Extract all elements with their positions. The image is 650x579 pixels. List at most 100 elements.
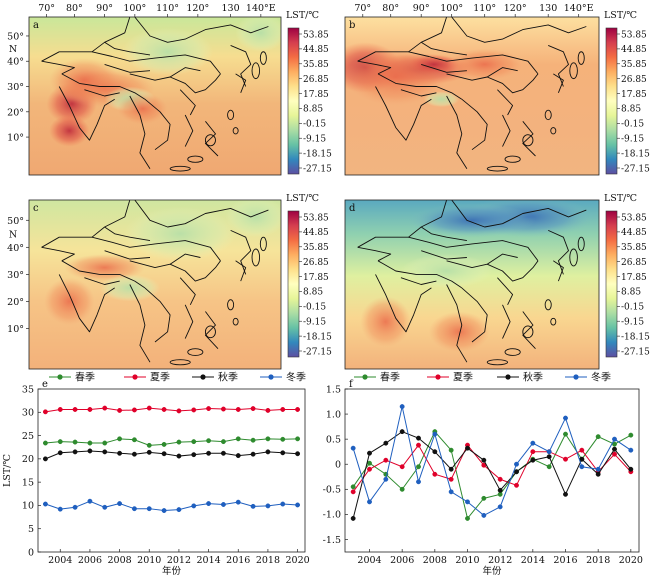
map-island	[169, 359, 191, 366]
lon-tick-label: 120°	[504, 3, 527, 14]
legend-item: 秋季	[497, 371, 543, 384]
lat-tick-label: 40°	[7, 57, 24, 68]
map-heat-region	[408, 203, 536, 238]
colorbar-tick-label: -0.15	[303, 120, 326, 130]
x-tick-label: 2006	[390, 555, 414, 566]
data-point	[563, 456, 568, 462]
map-boundary-line	[357, 60, 392, 75]
legend-label: 夏季	[150, 372, 170, 384]
series-line	[352, 431, 632, 519]
map-boundary-line	[204, 121, 219, 157]
legend-item: 夏季	[427, 372, 473, 384]
data-point	[146, 442, 152, 448]
data-point	[42, 501, 48, 507]
map-heat-region	[360, 296, 412, 348]
legend-label: 秋季	[523, 371, 543, 384]
colorbar-d: LST/℃ 53.85 44.85 35.85 26.85 17.85 8.85 -0.15 -…	[604, 193, 650, 358]
colorbar-tick-label: 53.85	[303, 213, 329, 223]
map-boundary-line	[502, 114, 511, 147]
map-heat-layer	[46, 17, 281, 147]
data-point	[146, 405, 152, 411]
data-point	[161, 407, 167, 412]
colorbar-a: LST/℃ 53.85 44.85 35.85 26.85 17.85 8.85 -0.15 -…	[286, 10, 332, 174]
data-point	[579, 464, 585, 470]
map-boundary-line	[451, 200, 587, 228]
data-point	[72, 449, 78, 455]
lon-tick-label: 80°	[382, 3, 399, 14]
colorbar-tick-label: 17.85	[621, 273, 647, 283]
colorbar-tick-label: -0.15	[621, 120, 644, 130]
data-point	[497, 476, 503, 482]
data-point	[514, 469, 519, 475]
lat-tick-label: 10°	[7, 324, 24, 335]
map-boundaries	[357, 17, 587, 172]
data-point	[206, 438, 212, 444]
map-heat-region	[235, 17, 281, 52]
colorbar-tick-label: 8.85	[303, 288, 323, 298]
data-point	[280, 436, 286, 442]
map-boundary-line	[357, 246, 392, 262]
data-point	[102, 504, 108, 510]
map-heat-region	[400, 254, 493, 288]
colorbar-tick-label: -27.15	[303, 164, 332, 174]
colorbar-tick-label: -9.15	[303, 135, 326, 145]
x-axis-label: 年份	[162, 565, 182, 575]
colorbar-gradient	[287, 27, 300, 175]
map-island	[544, 299, 552, 311]
map-boundary-line	[553, 73, 564, 93]
data-point	[72, 439, 78, 445]
legend-item: 春季	[49, 372, 95, 384]
data-point	[612, 446, 617, 452]
colorbar-title: LST/℃	[604, 10, 637, 21]
data-point	[514, 482, 519, 488]
data-point	[87, 448, 93, 454]
panel-label: d	[349, 203, 356, 214]
series-line	[352, 430, 632, 520]
data-point	[595, 471, 601, 477]
map-boundary-line	[357, 17, 448, 62]
map-boundary-line	[421, 63, 467, 73]
x-tick-label: 2004	[48, 555, 72, 566]
map-heat-layer	[44, 200, 281, 326]
x-tick-label: 2004	[357, 555, 381, 566]
data-point	[350, 489, 356, 495]
map-boundary-line	[497, 277, 514, 305]
map-boundary-line	[461, 287, 488, 343]
map-boundary-line	[104, 63, 151, 73]
colorbar-tick-label: -9.15	[303, 318, 326, 328]
colorbar-title: LST/℃	[286, 10, 319, 21]
data-point	[416, 464, 421, 470]
map-boundary-line	[129, 95, 151, 169]
map-heat-region	[122, 28, 213, 76]
data-point	[628, 447, 634, 453]
y-tick-label: 35	[22, 384, 34, 395]
data-point	[235, 407, 241, 412]
data-point	[280, 450, 286, 456]
data-point	[563, 431, 568, 437]
data-point	[250, 451, 256, 457]
map-boundary-line	[129, 67, 201, 81]
legend-marker	[505, 374, 511, 380]
colorbar-tick-label: -0.15	[303, 303, 326, 313]
colorbar-tick-label: 35.85	[621, 60, 647, 70]
data-point	[220, 502, 226, 507]
data-point	[57, 506, 63, 512]
colorbar-gradient	[605, 210, 618, 358]
colorbar-tick-label: 26.85	[621, 75, 647, 85]
map-boundary-line	[235, 260, 247, 282]
data-point	[295, 451, 301, 457]
data-point	[563, 491, 568, 497]
data-point	[176, 408, 182, 414]
series-line	[45, 407, 298, 413]
map-boundary-line	[129, 284, 151, 363]
legend-label: 秋季	[218, 371, 238, 384]
map-boundary-line	[235, 73, 247, 93]
colorbar-tick-label: -9.15	[621, 135, 644, 145]
map-boundary-line	[41, 17, 131, 62]
map-island	[227, 299, 235, 311]
series-line	[45, 438, 298, 446]
map-boundary-line	[104, 250, 151, 260]
data-point	[579, 447, 585, 453]
data-point	[432, 449, 438, 455]
